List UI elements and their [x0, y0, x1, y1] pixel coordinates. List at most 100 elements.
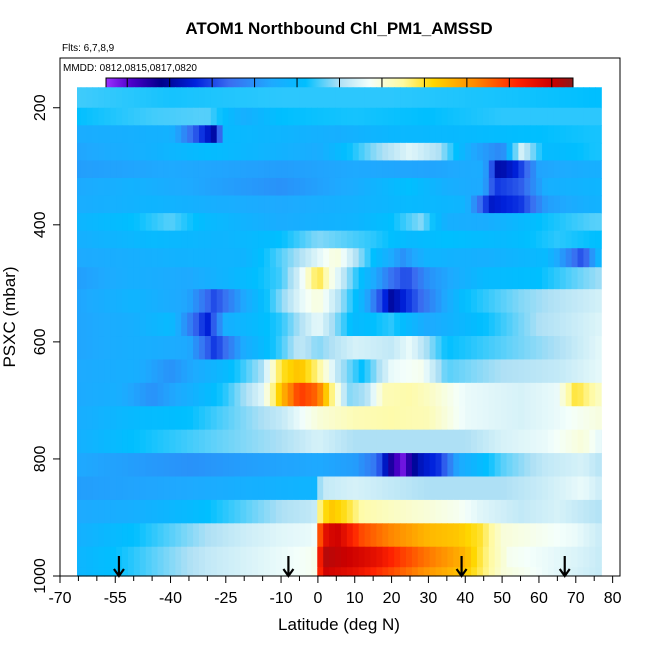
heatmap-cell: [506, 289, 514, 314]
heatmap-cell: [542, 476, 549, 501]
heatmap-cell: [299, 195, 307, 214]
heatmap-cell: [453, 546, 460, 568]
heatmap-cell: [145, 429, 153, 454]
heatmap-cell: [370, 213, 378, 232]
heatmap-cell: [264, 177, 271, 197]
heatmap-cell: [364, 453, 372, 478]
heatmap-cell: [92, 177, 99, 197]
heatmap-cell: [151, 499, 159, 524]
heatmap-cell: [423, 213, 431, 232]
heatmap-cell: [571, 476, 579, 501]
heatmap-cell: [98, 429, 105, 454]
heatmap-cell: [210, 213, 218, 232]
heatmap-cell: [269, 546, 277, 568]
heatmap-cell: [417, 546, 425, 568]
heatmap-cell: [571, 406, 579, 431]
heatmap-cell: [92, 336, 99, 361]
heatmap-cell: [329, 406, 336, 431]
heatmap-cell: [163, 453, 170, 478]
heatmap-cell: [246, 142, 253, 162]
heatmap-cell: [506, 359, 514, 384]
heatmap-cell: [305, 248, 312, 268]
heatmap-cell: [488, 359, 496, 384]
heatmap-cell: [222, 429, 230, 454]
heatmap-cell: [80, 406, 88, 431]
heatmap-cell: [175, 359, 182, 384]
heatmap-cell: [476, 230, 484, 249]
heatmap-cell: [340, 546, 348, 568]
heatmap-cell: [98, 567, 105, 577]
heatmap-cell: [530, 476, 537, 501]
heatmap-cell: [506, 406, 514, 431]
heatmap-cell: [453, 499, 460, 524]
heatmap-cell: [228, 142, 236, 162]
heatmap-cell: [435, 177, 443, 197]
heatmap-cell: [364, 230, 372, 249]
heatmap-cell: [216, 312, 224, 337]
heatmap-cell: [346, 499, 354, 524]
heatmap-cell: [240, 523, 247, 548]
heatmap-cell: [565, 87, 573, 109]
heatmap-cell: [476, 567, 484, 577]
heatmap-cell: [518, 453, 525, 478]
heatmap-cell: [423, 87, 431, 109]
heatmap-cell: [86, 87, 94, 109]
heatmap-cell: [547, 546, 555, 568]
heatmap-cell: [127, 267, 135, 290]
heatmap-cell: [287, 107, 295, 126]
heatmap-cell: [518, 160, 525, 179]
heatmap-cell: [459, 523, 466, 548]
heatmap-cell: [340, 267, 348, 290]
heatmap-cell: [98, 87, 105, 109]
heatmap-cell: [494, 453, 502, 478]
heatmap-cell: [222, 195, 230, 214]
heatmap-cell: [216, 289, 224, 314]
heatmap-cell: [530, 336, 537, 361]
heatmap-cell: [518, 213, 525, 232]
heatmap-cell: [435, 248, 443, 268]
heatmap-cell: [317, 230, 324, 249]
heatmap-cell: [287, 213, 295, 232]
heatmap-cell: [77, 125, 82, 144]
heatmap-cell: [234, 567, 241, 577]
heatmap-cell: [151, 213, 159, 232]
heatmap-cell: [323, 546, 330, 568]
heatmap-cell: [222, 546, 230, 568]
heatmap-cell: [169, 289, 176, 314]
heatmap-cell: [500, 160, 508, 179]
heatmap-cell: [181, 312, 188, 337]
heatmap-cell: [323, 195, 330, 214]
heatmap-cell: [595, 523, 602, 548]
heatmap-cell: [116, 160, 123, 179]
heatmap-cell: [169, 359, 176, 384]
heatmap-cell: [411, 453, 419, 478]
heatmap-cell: [311, 453, 318, 478]
heatmap-cell: [281, 230, 289, 249]
heatmap-cell: [447, 230, 454, 249]
heatmap-cell: [577, 499, 585, 524]
heatmap-cell: [583, 312, 590, 337]
heatmap-cell: [388, 213, 395, 232]
heatmap-cell: [488, 499, 496, 524]
heatmap-cell: [252, 523, 259, 548]
heatmap-cell: [139, 406, 147, 431]
heatmap-cell: [471, 107, 478, 126]
heatmap-cell: [252, 453, 259, 478]
heatmap-cell: [471, 125, 478, 144]
heatmap-cell: [258, 567, 265, 577]
heatmap-cell: [471, 406, 478, 431]
heatmap-cell: [524, 87, 531, 109]
heatmap-cell: [116, 289, 123, 314]
heatmap-cell: [163, 499, 170, 524]
heatmap-cell: [317, 382, 324, 407]
heatmap-cell: [530, 567, 537, 577]
heatmap-cell: [547, 429, 555, 454]
heatmap-cell: [287, 289, 295, 314]
heatmap-cell: [317, 177, 324, 197]
heatmap-cell: [471, 177, 478, 197]
heatmap-cell: [441, 160, 448, 179]
heatmap-cell: [145, 125, 153, 144]
heatmap-cell: [133, 567, 141, 577]
heatmap-cell: [459, 195, 466, 214]
